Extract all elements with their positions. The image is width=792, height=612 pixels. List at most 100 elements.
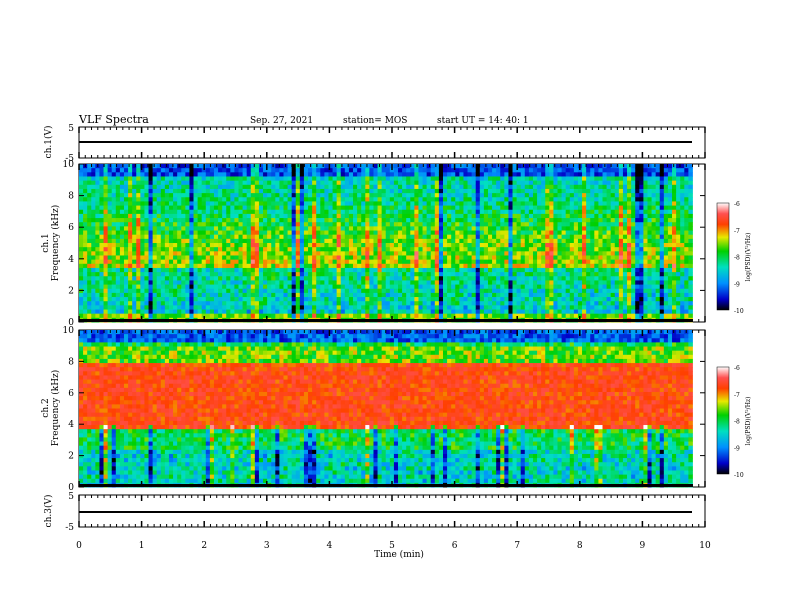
spectrogram-cell bbox=[336, 276, 342, 281]
spectrogram-cell bbox=[590, 201, 595, 206]
spectrogram-cell bbox=[336, 297, 342, 302]
spectrogram-cell bbox=[537, 301, 542, 306]
spectrogram-cell bbox=[475, 313, 481, 319]
spectrogram-cell bbox=[107, 188, 113, 194]
spectrogram-cell bbox=[459, 243, 464, 248]
spectrogram-cell bbox=[361, 243, 366, 248]
spectrogram-cell bbox=[582, 176, 587, 182]
spectrogram-cell bbox=[553, 280, 558, 285]
spectrogram-cell bbox=[312, 292, 317, 298]
spectrogram-cell bbox=[451, 243, 456, 248]
spectrogram-cell bbox=[218, 188, 223, 194]
spectrogram-cell bbox=[532, 292, 538, 298]
spectrogram-cell bbox=[537, 259, 542, 265]
spectrogram-cell bbox=[185, 313, 190, 319]
spectrogram-cell bbox=[132, 226, 137, 231]
spectrogram-cell bbox=[197, 188, 203, 194]
spectrogram-cell bbox=[524, 292, 530, 298]
spectrogram-cell bbox=[258, 201, 264, 206]
spectrogram-cell bbox=[79, 184, 84, 190]
spectrogram-cell bbox=[463, 188, 468, 194]
spectrogram-cell bbox=[263, 201, 268, 206]
spectrogram-cell bbox=[340, 184, 346, 190]
spectrogram-cell bbox=[173, 243, 178, 248]
spectrogram-cell bbox=[336, 188, 342, 194]
spectrogram-cell bbox=[168, 230, 174, 236]
spectrogram-cell bbox=[402, 255, 407, 261]
spectrogram-cell bbox=[561, 184, 567, 190]
spectrogram-cell bbox=[283, 180, 288, 186]
spectrogram-cell bbox=[87, 288, 92, 294]
spectrogram-cell bbox=[209, 284, 215, 290]
spectrogram-cell bbox=[132, 209, 137, 215]
spectrogram-cell bbox=[189, 272, 194, 277]
spectrogram-cell bbox=[385, 305, 391, 310]
spectrogram-cell bbox=[218, 213, 223, 219]
spectrogram-cell bbox=[582, 301, 587, 306]
spectrogram-cell bbox=[197, 209, 203, 215]
spectrogram-cell bbox=[291, 309, 297, 315]
spectrogram-cell bbox=[545, 251, 550, 256]
spectrogram-cell bbox=[336, 280, 342, 285]
spectrogram-cell bbox=[447, 222, 452, 227]
spectrogram-cell bbox=[291, 176, 297, 182]
spectrogram-cell bbox=[353, 243, 358, 248]
spectrogram-cell bbox=[95, 168, 100, 173]
spectrogram-cell bbox=[393, 280, 399, 285]
spectrogram-cell bbox=[537, 272, 542, 277]
spectrogram-cell bbox=[295, 209, 301, 215]
spectrogram-cell bbox=[263, 168, 268, 173]
spectrogram-cell bbox=[402, 276, 407, 281]
spectrogram-cell bbox=[508, 188, 513, 194]
figure-date: Sep. 27, 2021 bbox=[250, 116, 313, 126]
spectrogram-cell bbox=[123, 234, 129, 240]
spectrogram-cell bbox=[291, 280, 297, 285]
spectrogram-cell bbox=[238, 201, 243, 206]
spectrogram-cell bbox=[164, 309, 170, 315]
spectrogram-cell bbox=[111, 247, 117, 252]
spectrogram-cell bbox=[254, 251, 260, 256]
spectrogram-cell bbox=[348, 164, 354, 169]
spectrogram-cell bbox=[123, 263, 129, 269]
spectrogram-cell bbox=[152, 176, 158, 182]
spectrogram-cell bbox=[357, 263, 362, 269]
spectrogram-cell bbox=[479, 172, 485, 177]
spectrogram-cell bbox=[263, 180, 268, 186]
spectrogram-cell bbox=[320, 234, 325, 240]
spectrogram-cell bbox=[144, 284, 149, 290]
spectrogram-cell bbox=[348, 280, 354, 285]
spectrogram-cell bbox=[271, 209, 276, 215]
spectrogram-cell bbox=[308, 309, 313, 315]
spectrogram-cell bbox=[483, 309, 489, 315]
spectrogram-cell bbox=[320, 305, 325, 310]
spectrogram-cell bbox=[209, 288, 215, 294]
spectrogram-cell bbox=[209, 201, 215, 206]
spectrogram-cell bbox=[348, 197, 354, 202]
spectrogram-cell bbox=[389, 218, 395, 223]
spectrogram-cell bbox=[487, 247, 493, 252]
spectrogram-cell bbox=[181, 172, 186, 177]
spectrogram-cell bbox=[275, 172, 280, 177]
spectrogram-cell bbox=[348, 309, 354, 315]
spectrogram-cell bbox=[590, 180, 595, 186]
spectrogram-cell bbox=[271, 172, 276, 177]
spectrogram-cell bbox=[250, 230, 256, 236]
spectrogram-cell bbox=[181, 259, 186, 265]
spectrogram-cell bbox=[132, 255, 137, 261]
spectrogram-cell bbox=[140, 305, 145, 310]
spectrogram-cell bbox=[111, 213, 117, 219]
spectrogram-cell bbox=[267, 263, 272, 269]
spectrogram-cell bbox=[524, 251, 530, 256]
spectrogram-cell bbox=[508, 180, 513, 186]
spectrogram-cell bbox=[287, 255, 293, 261]
spectrogram-cell bbox=[528, 251, 534, 256]
spectrogram-cell bbox=[213, 247, 219, 252]
spectrogram-cell bbox=[520, 205, 526, 211]
spectrogram-cell bbox=[402, 267, 407, 273]
spectrogram-cell bbox=[557, 243, 562, 248]
spectrogram-cell bbox=[316, 292, 321, 298]
spectrogram-cell bbox=[267, 230, 272, 236]
spectrogram-cell bbox=[295, 292, 301, 298]
spectrogram-cell bbox=[385, 176, 391, 182]
spectrogram-cell bbox=[226, 201, 231, 206]
